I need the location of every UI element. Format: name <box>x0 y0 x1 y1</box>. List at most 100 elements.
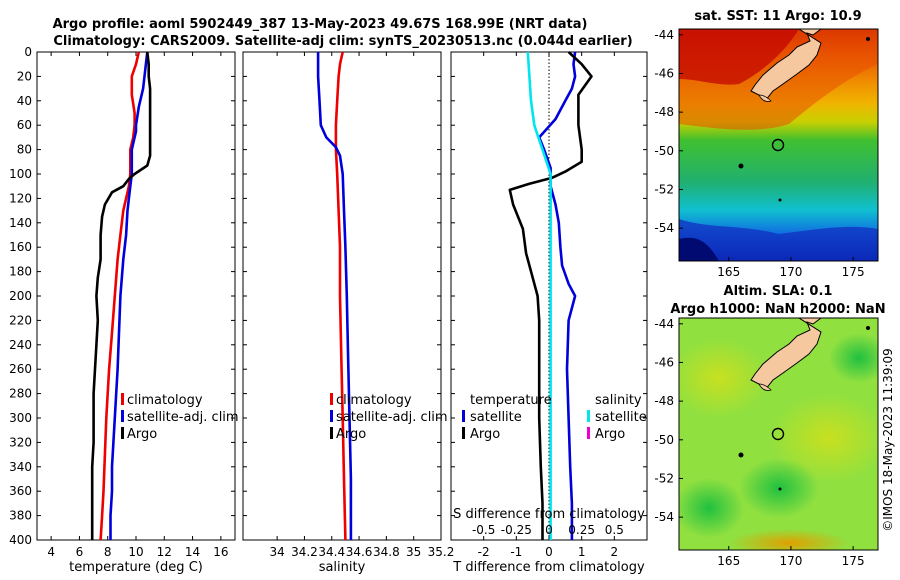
salinity-depth-ticks <box>243 51 441 541</box>
legend-swatch-sal-satellite <box>587 410 590 422</box>
sla-anomaly-blob <box>679 478 744 538</box>
sla-map: Altim. SLA: 0.1 Argo h1000: NaN h2000: N… <box>654 284 885 568</box>
sst-map-frame <box>678 28 879 262</box>
depth-tick-label: 100 <box>9 167 32 181</box>
x-tick-label: 14 <box>185 545 200 559</box>
depth-tick-label: 200 <box>9 289 32 303</box>
map-lat-tick-label: -50 <box>654 144 674 158</box>
sst-map-title: sat. SST: 11 Argo: 10.9 <box>694 9 861 24</box>
legend-swatch-temp-argo <box>462 427 465 439</box>
map-lon-tick-label: 165 <box>717 554 740 568</box>
x-tick-label: 1 <box>578 545 586 559</box>
map-lat-tick-label: -50 <box>654 433 674 447</box>
sla-anomaly-blob <box>729 529 849 550</box>
legend-swatch-climatology <box>121 393 124 405</box>
legend-temp-argo: Argo <box>470 427 500 442</box>
map-lat-tick-label: -44 <box>654 317 674 331</box>
difference-panel: -2 -1 0 1 2 S difference from climatology -0… <box>450 51 648 575</box>
depth-tick-label: 20 <box>17 69 32 83</box>
temperature-x-ticks: 4 6 8 10 12 14 16 <box>47 52 228 559</box>
x-tick-label: 34.8 <box>373 545 400 559</box>
x-tick-label: 8 <box>104 545 112 559</box>
sst-cold-region <box>679 219 878 261</box>
salinity-legend: climatology satellite-adj. clim Argo <box>330 393 448 442</box>
series-line-temperature-argo <box>508 51 593 540</box>
argo-location-marker <box>771 138 785 152</box>
depth-tick-label: 140 <box>9 216 32 230</box>
series-line-satellite-adj-clim <box>109 51 149 540</box>
sst-map-y-ticks: -44 -46 -48 -50 -52 -54 <box>654 28 683 235</box>
map-lon-tick-label: 175 <box>842 265 865 279</box>
sst-islet <box>866 37 870 41</box>
x-tick-label: 34.4 <box>318 545 345 559</box>
series-line-argo <box>90 51 152 540</box>
legend-swatch-climatology <box>330 393 333 405</box>
depth-tick-label: 260 <box>9 362 32 376</box>
x-tick-label: 34.2 <box>291 545 318 559</box>
salinity-axes-frame <box>242 51 442 541</box>
difference-legend: temperature satellite Argo salinity sate… <box>462 393 647 442</box>
map-lat-tick-label: -52 <box>654 182 674 196</box>
difference-depth-ticks <box>451 51 647 541</box>
depth-tick-label: 160 <box>9 240 32 254</box>
sla-map-image <box>679 318 878 550</box>
salinity-xlabel: salinity <box>319 560 366 575</box>
difference-x-ticks: -2 -1 0 1 2 <box>478 52 618 559</box>
map-lat-tick-label: -48 <box>654 105 674 119</box>
sla-anomaly-blob <box>679 338 769 418</box>
x-tick-label: 34.6 <box>346 545 373 559</box>
depth-tick-label: 340 <box>9 460 32 474</box>
sst-map-image <box>679 29 878 261</box>
map-lon-tick-label: 165 <box>717 265 740 279</box>
figure-title-line2: Climatology: CARS2009. Satellite-adj cli… <box>53 34 632 49</box>
depth-tick-label: 120 <box>9 191 32 205</box>
legend-climatology: climatology <box>336 393 412 408</box>
sla-anomaly-blob <box>829 333 878 383</box>
legend-swatch-argo <box>330 427 333 439</box>
figure-title-line1: Argo profile: aoml 5902449_387 13-May-20… <box>53 17 588 32</box>
s-tick-label: 0 <box>545 523 553 537</box>
x-tick-label: 16 <box>213 545 228 559</box>
legend-temperature-header: temperature <box>470 393 552 408</box>
series-line-salinity-satellite <box>526 51 552 540</box>
temperature-legend: climatology satellite-adj. clim Argo <box>121 393 239 442</box>
t-difference-xlabel: T difference from climatology <box>452 560 645 575</box>
legend-swatch-satellite-adj <box>121 410 124 422</box>
depth-tick-label: 180 <box>9 265 32 279</box>
map-lon-tick-label: 170 <box>779 265 802 279</box>
sst-map: sat. SST: 11 Argo: 10.9 -44-46-48-50-52-… <box>654 9 879 279</box>
map-lon-tick-label: 170 <box>779 554 802 568</box>
map-lat-tick-label: -48 <box>654 394 674 408</box>
map-lat-tick-label: -44 <box>654 28 674 42</box>
sla-map-title-line1: Altim. SLA: 0.1 <box>724 284 833 299</box>
depth-tick-label: 240 <box>9 338 32 352</box>
sla-map-title-line2: Argo h1000: NaN h2000: NaN <box>670 302 885 317</box>
legend-sal-satellite: satellite <box>595 410 647 425</box>
s-tick-label: -0.5 <box>472 523 495 537</box>
depth-tick-label: 0 <box>24 45 32 59</box>
x-tick-label: 2 <box>611 545 619 559</box>
s-tick-label: 0.25 <box>568 523 595 537</box>
series-line-climatology <box>334 51 347 541</box>
legend-swatch-satellite-adj <box>330 410 333 422</box>
stewart-island-land <box>758 383 772 391</box>
x-tick-label: 35 <box>406 545 421 559</box>
depth-tick-label: 320 <box>9 435 32 449</box>
depth-tick-label: 40 <box>17 94 32 108</box>
s-tick-label: 0.5 <box>605 523 624 537</box>
legend-salinity-header: salinity <box>595 393 642 408</box>
series-line-climatology <box>99 51 141 541</box>
map-lat-tick-label: -54 <box>654 510 674 524</box>
temperature-xlabel: temperature (deg C) <box>69 560 203 575</box>
legend-temp-satellite: satellite <box>470 410 522 425</box>
s-difference-ticks: -0.5 -0.25 0 0.25 0.5 <box>472 523 624 537</box>
s-difference-label: S difference from climatology <box>453 507 645 522</box>
sla-map-frame <box>678 317 879 551</box>
depth-tick-label: 80 <box>17 143 32 157</box>
legend-argo: Argo <box>127 427 157 442</box>
x-tick-label: 10 <box>128 545 143 559</box>
legend-climatology: climatology <box>127 393 203 408</box>
map-lat-tick-label: -52 <box>654 471 674 485</box>
legend-swatch-argo <box>121 427 124 439</box>
